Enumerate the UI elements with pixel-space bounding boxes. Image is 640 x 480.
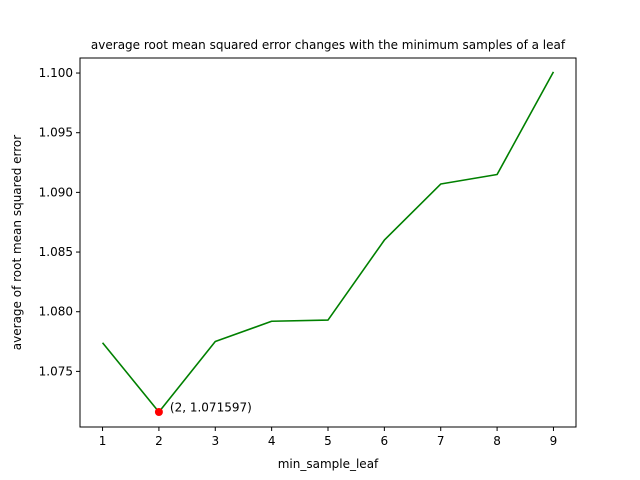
y-axis-label: average of root mean squared error [10,135,24,350]
chart-title: average root mean squared error changes … [91,38,566,52]
x-axis-label: min_sample_leaf [278,457,379,471]
x-axis: 1 2 3 4 5 6 7 8 9 [99,427,558,448]
y-tick-label: 1.075 [39,364,73,378]
y-tick-label: 1.080 [39,305,73,319]
x-tick-label: 4 [268,434,276,448]
y-tick-label: 1.085 [39,245,73,259]
x-tick-label: 9 [550,434,558,448]
series-line [101,71,555,413]
x-tick-label: 2 [155,434,163,448]
y-tick-label: 1.095 [39,126,73,140]
x-tick-label: 6 [381,434,389,448]
x-tick-label: 8 [493,434,501,448]
y-tick-label: 1.090 [39,185,73,199]
y-axis: 1.075 1.080 1.085 1.090 1.095 1.100 [39,66,80,378]
y-tick-label: 1.100 [39,66,73,80]
x-tick-label: 5 [324,434,332,448]
plot-area: (2, 1.071597) [101,71,555,416]
x-tick-label: 7 [437,434,445,448]
minimum-point-annotation: (2, 1.071597) [170,400,252,414]
x-tick-label: 3 [211,434,219,448]
x-tick-label: 1 [99,434,107,448]
minimum-point-marker [154,407,163,416]
